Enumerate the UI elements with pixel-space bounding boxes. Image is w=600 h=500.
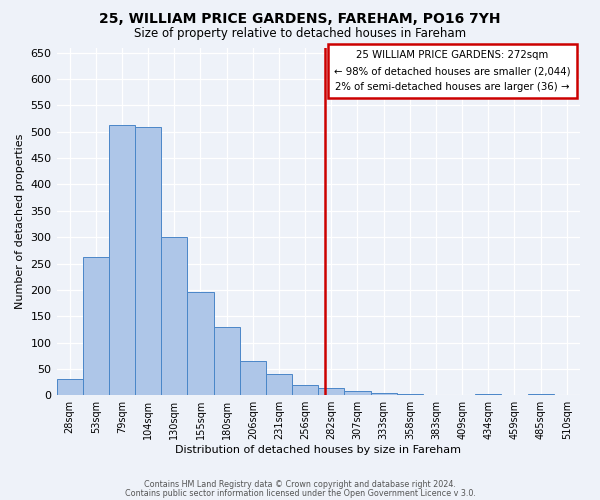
Bar bbox=[56, 380, 83, 395]
Bar bbox=[344, 391, 371, 395]
Text: Contains HM Land Registry data © Crown copyright and database right 2024.: Contains HM Land Registry data © Crown c… bbox=[144, 480, 456, 489]
Bar bbox=[371, 392, 397, 395]
Text: 25 WILLIAM PRICE GARDENS: 272sqm
← 98% of detached houses are smaller (2,044)
2%: 25 WILLIAM PRICE GARDENS: 272sqm ← 98% o… bbox=[334, 50, 571, 92]
Bar bbox=[109, 126, 135, 395]
Bar bbox=[214, 326, 240, 395]
Bar bbox=[292, 384, 318, 395]
Bar bbox=[527, 394, 554, 395]
Bar bbox=[240, 361, 266, 395]
Bar bbox=[161, 236, 187, 395]
Bar bbox=[187, 292, 214, 395]
Bar bbox=[475, 394, 502, 395]
Bar bbox=[397, 394, 423, 395]
Bar bbox=[135, 126, 161, 395]
Bar bbox=[318, 388, 344, 395]
Text: 25, WILLIAM PRICE GARDENS, FAREHAM, PO16 7YH: 25, WILLIAM PRICE GARDENS, FAREHAM, PO16… bbox=[99, 12, 501, 26]
Bar bbox=[423, 394, 449, 395]
X-axis label: Distribution of detached houses by size in Fareham: Distribution of detached houses by size … bbox=[175, 445, 461, 455]
Y-axis label: Number of detached properties: Number of detached properties bbox=[15, 134, 25, 309]
Bar bbox=[83, 256, 109, 395]
Bar bbox=[266, 374, 292, 395]
Text: Size of property relative to detached houses in Fareham: Size of property relative to detached ho… bbox=[134, 27, 466, 40]
Text: Contains public sector information licensed under the Open Government Licence v : Contains public sector information licen… bbox=[125, 488, 475, 498]
